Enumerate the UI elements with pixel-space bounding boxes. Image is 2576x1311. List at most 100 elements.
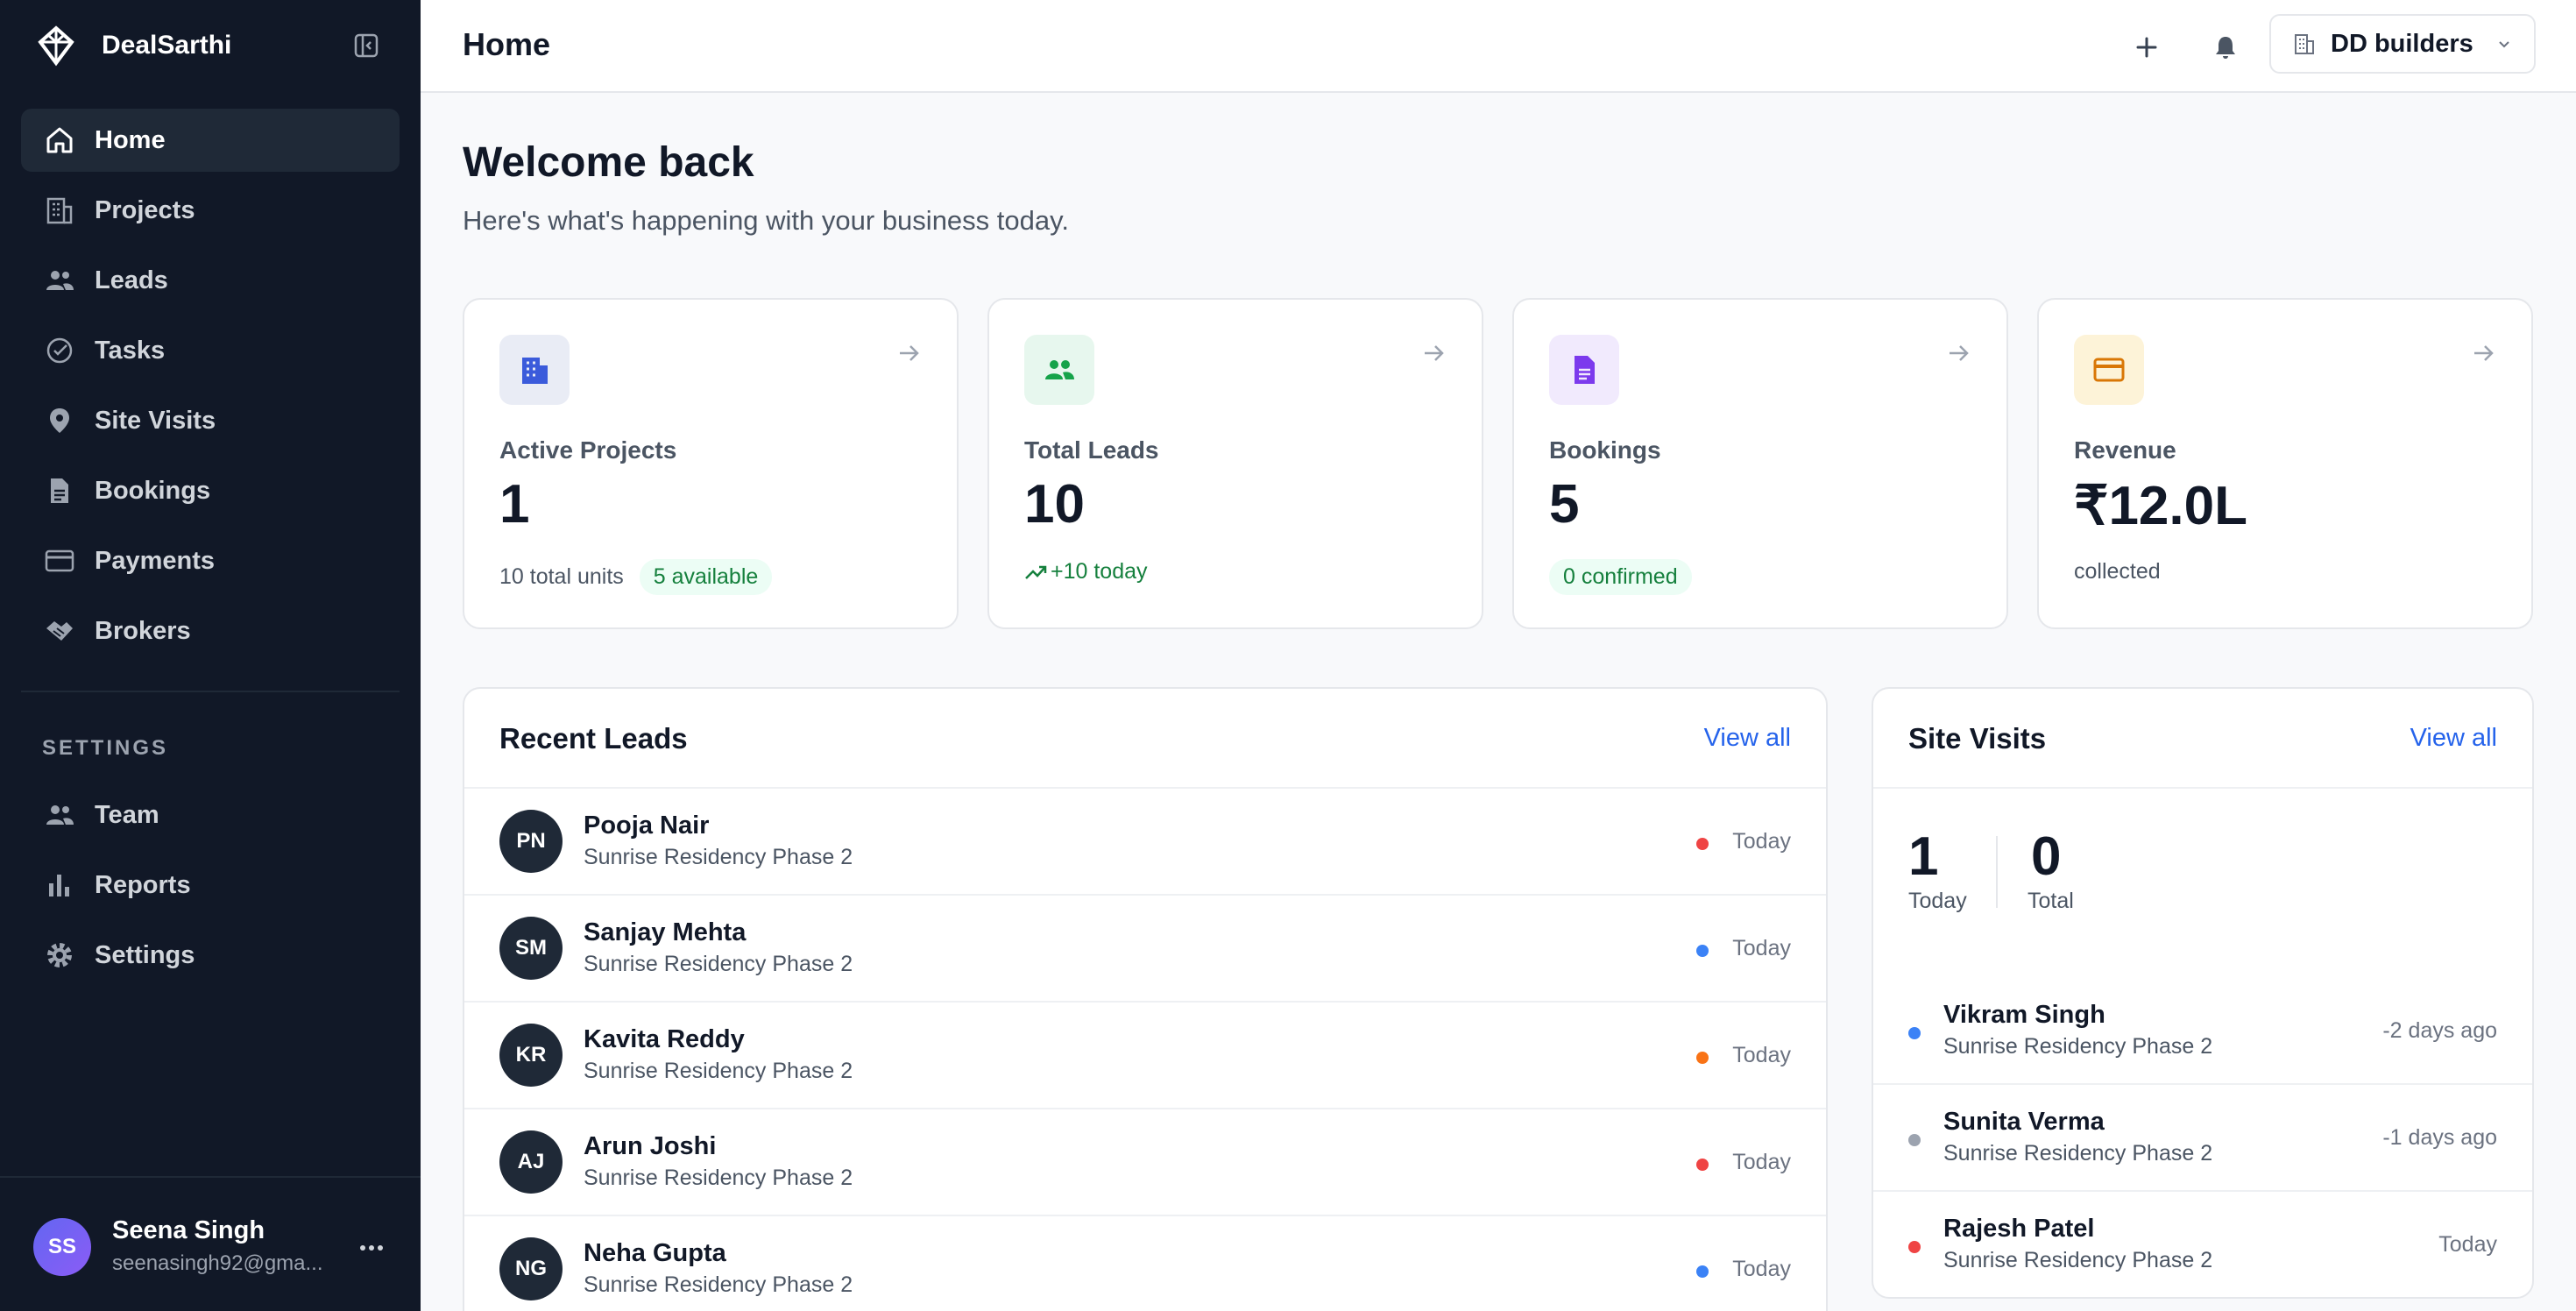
organization-name: DD builders (2331, 29, 2473, 58)
recent-leads-panel: Recent Leads View all PN Pooja Nair Sunr… (463, 687, 1828, 1311)
lead-project: Sunrise Residency Phase 2 (584, 952, 853, 976)
handshake-icon (42, 613, 77, 648)
main-nav: Home Projects Leads Tasks Site Visits (21, 109, 400, 670)
list-item[interactable]: NG Neha Gupta Sunrise Residency Phase 2 … (464, 1216, 1826, 1311)
trend-text: +10 today (1051, 559, 1148, 584)
sidebar-item-tasks[interactable]: Tasks (21, 319, 400, 382)
users-icon (1045, 360, 1074, 379)
visits-total-count: 0 (2031, 826, 2062, 887)
stat-label: Revenue (2074, 436, 2176, 464)
collapse-sidebar-button[interactable] (349, 28, 384, 63)
document-icon (1575, 356, 1595, 384)
visit-project: Sunrise Residency Phase 2 (1943, 1141, 2213, 1166)
divider (1996, 836, 1998, 908)
list-item[interactable]: KR Kavita Reddy Sunrise Residency Phase … (464, 1003, 1826, 1109)
list-item[interactable]: Sunita Verma Sunrise Residency Phase 2 -… (1873, 1085, 2532, 1192)
logo-icon (33, 23, 79, 68)
visits-today-label: Today (1908, 889, 1967, 913)
list-item[interactable]: Vikram Singh Sunrise Residency Phase 2 -… (1873, 978, 2532, 1085)
list-item[interactable]: AJ Arun Joshi Sunrise Residency Phase 2 … (464, 1109, 1826, 1216)
plus-icon (2136, 37, 2157, 58)
lead-project: Sunrise Residency Phase 2 (584, 845, 853, 869)
sidebar-item-leads[interactable]: Leads (21, 249, 400, 312)
sidebar-item-label: Team (95, 800, 159, 829)
credit-card-icon (42, 543, 77, 578)
view-all-visits-link[interactable]: View all (2410, 724, 2497, 752)
arrow-right-icon (1945, 340, 1971, 371)
status-dot (1696, 945, 1709, 957)
user-menu-button[interactable] (354, 1232, 389, 1264)
visit-date: -2 days ago (2382, 1018, 2497, 1043)
visitor-name: Vikram Singh (1943, 1001, 2105, 1029)
sidebar-item-label: Bookings (95, 476, 211, 505)
avatar: AJ (499, 1130, 563, 1194)
lead-date: Today (1732, 1150, 1791, 1174)
divider (464, 787, 1826, 789)
panel-title: Site Visits (1908, 722, 2047, 755)
status-dot (1908, 1134, 1921, 1146)
list-item[interactable]: Rajesh Patel Sunrise Residency Phase 2 T… (1873, 1192, 2532, 1297)
stat-value: 10 (1024, 474, 1085, 535)
sidebar-item-team[interactable]: Team (21, 783, 400, 847)
sidebar-item-payments[interactable]: Payments (21, 529, 400, 592)
sidebar-item-bookings[interactable]: Bookings (21, 459, 400, 522)
view-all-leads-link[interactable]: View all (1703, 724, 1791, 752)
visit-project: Sunrise Residency Phase 2 (1943, 1034, 2213, 1059)
sidebar-item-projects[interactable]: Projects (21, 179, 400, 242)
sidebar-item-reports[interactable]: Reports (21, 854, 400, 917)
users-icon (42, 797, 77, 833)
sidebar-item-home[interactable]: Home (21, 109, 400, 172)
status-dot (1696, 838, 1709, 850)
avatar: PN (499, 810, 563, 873)
brand[interactable]: DealSarthi (33, 21, 231, 70)
document-icon (42, 473, 77, 508)
sidebar-item-site-visits[interactable]: Site Visits (21, 389, 400, 452)
stat-footer: 0 confirmed (1549, 559, 1692, 595)
sidebar-item-label: Reports (95, 870, 191, 899)
stat-footer: collected (2074, 559, 2161, 585)
stat-card-total-leads[interactable]: Total Leads 10 +10 today (987, 298, 1483, 629)
building-icon (42, 193, 77, 228)
stat-value: ₹12.0L (2074, 476, 2247, 536)
total-units: 10 total units (499, 564, 624, 589)
avatar: SS (33, 1218, 91, 1276)
settings-nav: Team Reports Settings (21, 783, 400, 994)
revenue-note: collected (2074, 559, 2161, 584)
arrow-right-icon (1420, 340, 1447, 371)
status-badge: 0 confirmed (1549, 559, 1692, 595)
building-icon (2295, 34, 2314, 54)
trend: +10 today (1024, 559, 1148, 585)
stat-footer: +10 today (1024, 559, 1148, 585)
sidebar-item-label: Home (95, 125, 166, 154)
list-item[interactable]: SM Sanjay Mehta Sunrise Residency Phase … (464, 896, 1826, 1003)
user-panel[interactable]: SS Seena Singh seenasingh92@gma... (0, 1176, 421, 1311)
lead-name: Sanjay Mehta (584, 918, 747, 946)
stat-card-revenue[interactable]: Revenue ₹12.0L collected (2037, 298, 2533, 629)
bell-icon (2216, 37, 2235, 59)
stat-value: 1 (499, 474, 530, 535)
lead-project: Sunrise Residency Phase 2 (584, 1059, 853, 1083)
user-email: seenasingh92@gma... (112, 1251, 323, 1275)
home-icon (42, 123, 77, 158)
visitor-name: Sunita Verma (1943, 1108, 2105, 1136)
lead-date: Today (1732, 1043, 1791, 1067)
settings-section-title: SETTINGS (42, 736, 169, 760)
lead-name: Pooja Nair (584, 811, 710, 840)
organization-selector[interactable]: DD builders (2269, 14, 2536, 74)
visits-total-label: Total (2028, 889, 2074, 913)
status-badge: 5 available (639, 559, 773, 595)
sidebar-item-label: Payments (95, 546, 216, 575)
list-item[interactable]: PN Pooja Nair Sunrise Residency Phase 2 … (464, 789, 1826, 896)
notifications-button[interactable] (2204, 26, 2247, 68)
avatar: KR (499, 1024, 563, 1087)
sidebar-item-brokers[interactable]: Brokers (21, 599, 400, 663)
stat-card-bookings[interactable]: Bookings 5 0 confirmed (1512, 298, 2008, 629)
sidebar: DealSarthi Home Projects Leads (0, 0, 421, 1311)
sidebar-item-settings[interactable]: Settings (21, 924, 400, 987)
stat-card-active-projects[interactable]: Active Projects 1 10 total units 5 avail… (463, 298, 959, 629)
building-icon (522, 358, 548, 384)
add-button[interactable] (2126, 26, 2168, 68)
sidebar-toggle-icon (354, 33, 379, 58)
arrow-right-icon (895, 340, 922, 371)
visit-project: Sunrise Residency Phase 2 (1943, 1248, 2213, 1272)
